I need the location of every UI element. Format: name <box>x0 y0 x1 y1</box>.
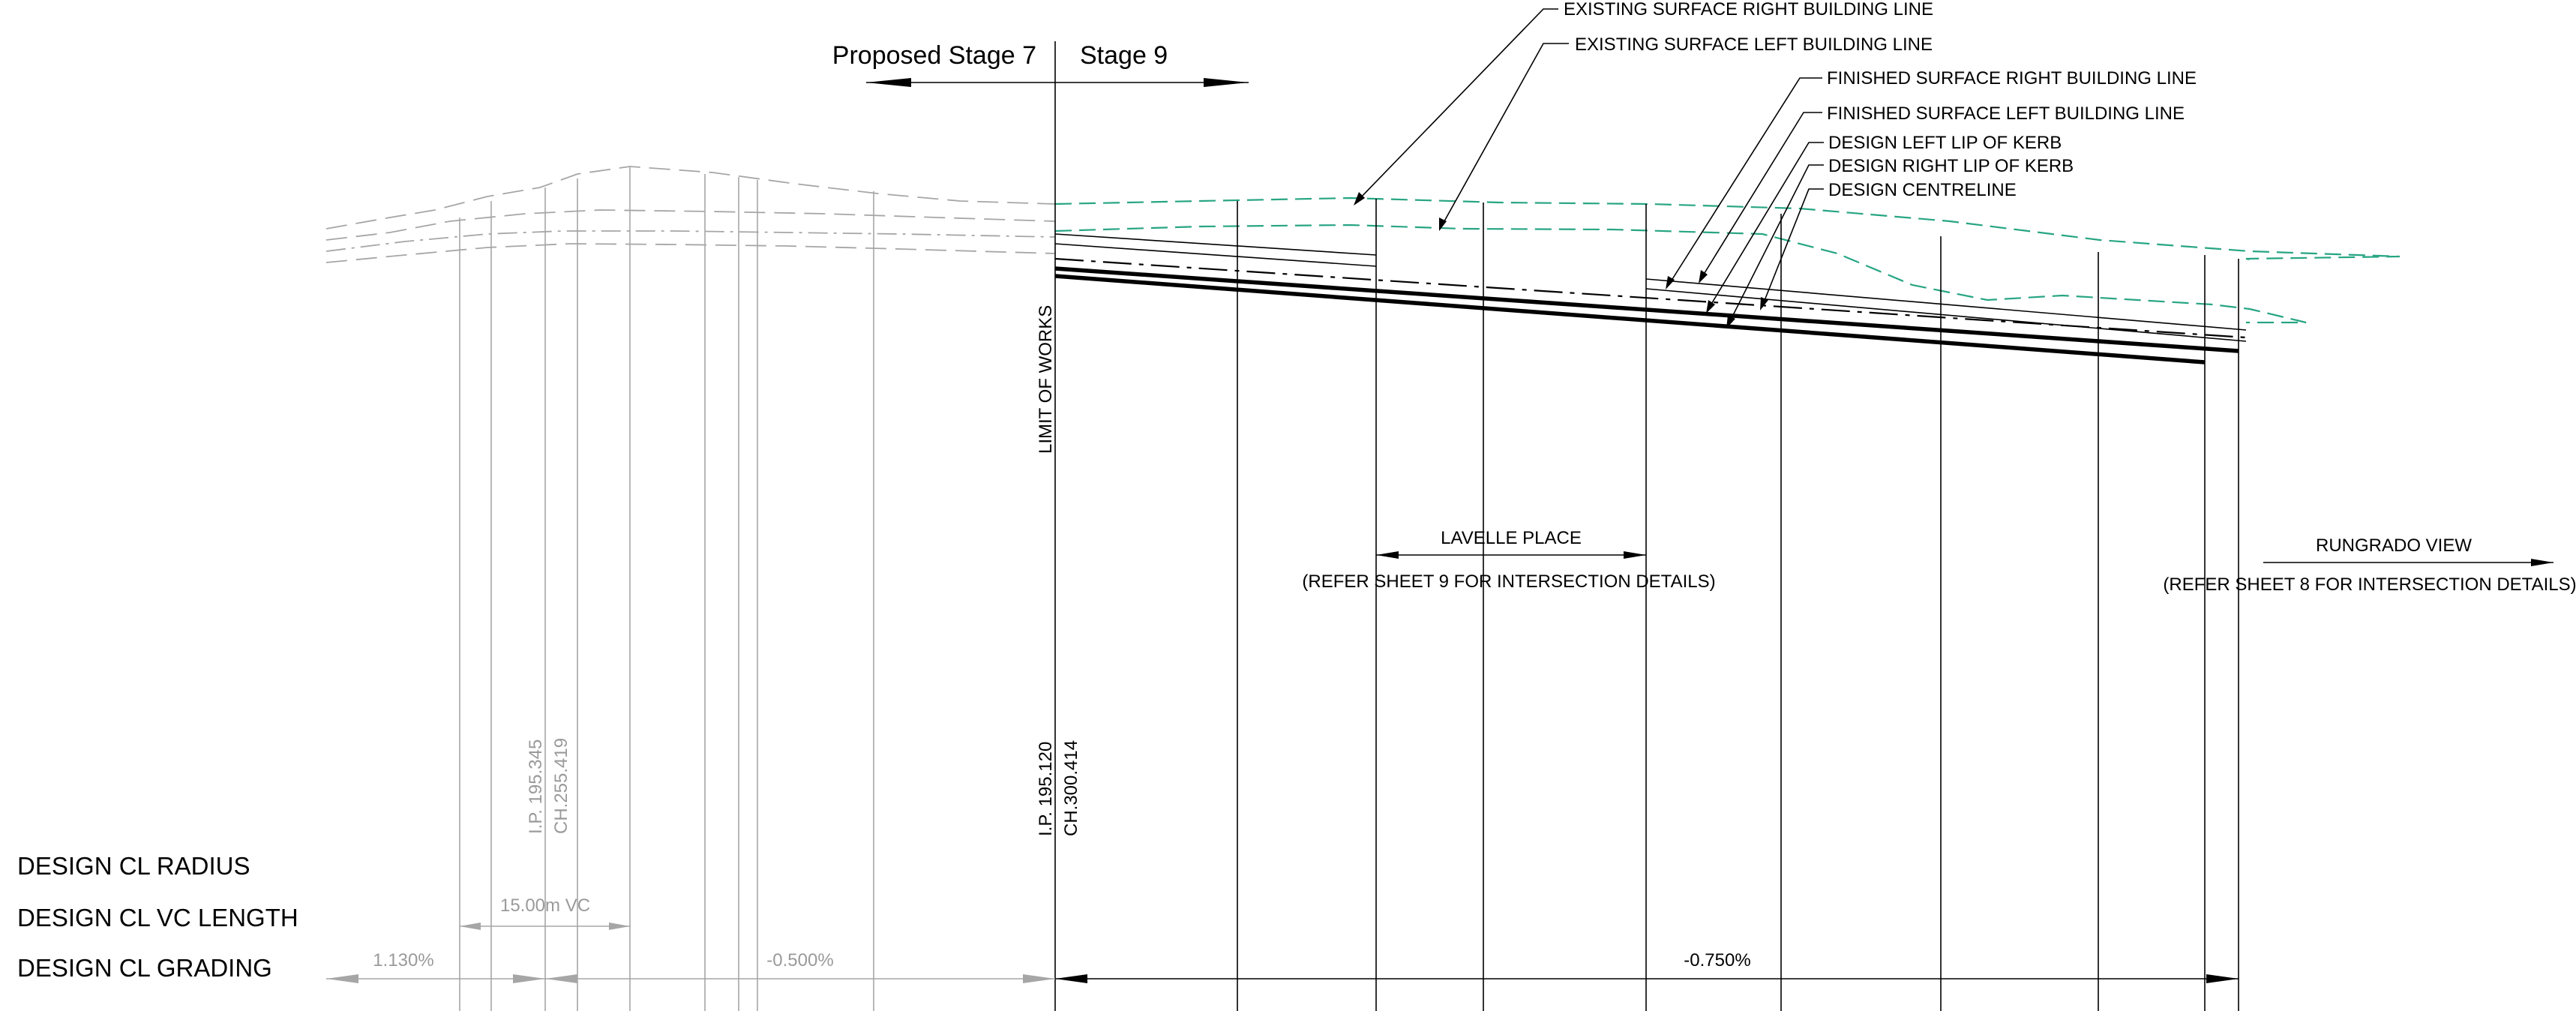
rungrado-view-note: RUNGRADO VIEW (REFER SHEET 8 FOR INTERSE… <box>2163 536 2576 595</box>
row-label-radius: DESIGN CL RADIUS <box>17 852 250 880</box>
grading-dimensions: 1.130% -0.500% -0.750% <box>326 950 2239 983</box>
existing-surface-lines <box>1054 196 2401 324</box>
callout-existing-right: EXISTING SURFACE RIGHT BUILDING LINE <box>1564 0 1933 20</box>
vc-length-value: 15.00m VC <box>500 896 590 916</box>
rungrado-view-ref: (REFER SHEET 8 FOR INTERSECTION DETAILS) <box>2163 574 2576 595</box>
grading-value-2: -0.500% <box>766 950 833 970</box>
lavelle-place-name: LAVELLE PLACE <box>1441 528 1582 548</box>
stage-label-left: Proposed Stage 7 <box>832 41 1036 70</box>
main-ip-label: I.P. 195.120 <box>1036 742 1056 836</box>
row-label-grading: DESIGN CL GRADING <box>17 954 272 982</box>
lavelle-place-note: LAVELLE PLACE (REFER SHEET 9 FOR INTERSE… <box>1302 528 1715 592</box>
callout-labels: EXISTING SURFACE RIGHT BUILDING LINE EXI… <box>1564 0 2197 200</box>
ordinate-lines <box>1054 184 2239 1011</box>
callout-finished-left: FINISHED SURFACE LEFT BUILDING LINE <box>1827 104 2185 124</box>
stage-label-right: Stage 9 <box>1080 41 1168 70</box>
main-ch-label: CH.300.414 <box>1061 740 1081 836</box>
limit-of-works-label: LIMIT OF WORKS <box>1036 305 1056 454</box>
callout-right-lip-kerb: DESIGN RIGHT LIP OF KERB <box>1828 156 2074 176</box>
callout-left-lip-kerb: DESIGN LEFT LIP OF KERB <box>1828 133 2062 153</box>
vc-length-dimension: 15.00m VC <box>460 896 630 930</box>
rungrado-view-name: RUNGRADO VIEW <box>2316 536 2472 556</box>
grading-value-3: -0.750% <box>1684 950 1750 970</box>
grading-value-1: 1.130% <box>373 950 433 970</box>
grey-ch-label: CH.255.419 <box>551 738 571 834</box>
prior-stage-profile: I.P. 195.345 CH.255.419 <box>325 166 1056 1011</box>
data-row-labels: DESIGN CL RADIUS DESIGN CL VC LENGTH DES… <box>17 852 298 982</box>
stage-divider: Proposed Stage 7 Stage 9 <box>832 41 1249 184</box>
row-label-vc-length: DESIGN CL VC LENGTH <box>17 904 298 932</box>
design-profile-lines <box>1054 233 2247 364</box>
lavelle-place-ref: (REFER SHEET 9 FOR INTERSECTION DETAILS) <box>1302 572 1715 592</box>
callout-design-centreline: DESIGN CENTRELINE <box>1828 180 2017 200</box>
callout-finished-right: FINISHED SURFACE RIGHT BUILDING LINE <box>1827 68 2197 88</box>
callout-existing-left: EXISTING SURFACE LEFT BUILDING LINE <box>1575 34 1933 55</box>
grey-ip-label: I.P. 195.345 <box>526 740 546 834</box>
callout-leaders <box>1354 8 1824 328</box>
